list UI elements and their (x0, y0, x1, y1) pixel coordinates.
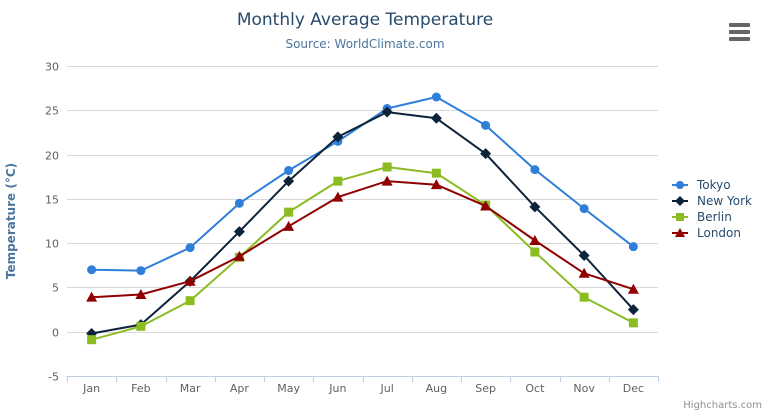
x-axis-label: Apr (230, 382, 250, 395)
data-point-marker[interactable] (87, 335, 97, 345)
data-point-marker[interactable] (333, 176, 343, 186)
y-axis-label: 20 (45, 150, 59, 163)
legend-item-tokyo[interactable]: Tokyo (672, 177, 752, 193)
series-london (86, 175, 639, 302)
data-point-marker[interactable] (530, 165, 540, 175)
y-axis-label: 5 (52, 282, 59, 295)
legend-marker-circle-icon (672, 181, 688, 189)
data-point-marker[interactable] (332, 131, 344, 143)
data-point-marker[interactable] (284, 207, 294, 217)
data-point-marker[interactable] (529, 201, 541, 213)
data-point-marker[interactable] (578, 267, 590, 278)
legend-marker-square-icon (672, 213, 688, 221)
data-point-marker[interactable] (430, 112, 442, 124)
x-axis-label: Sep (475, 382, 496, 395)
data-point-marker[interactable] (579, 292, 589, 302)
data-point-marker[interactable] (480, 200, 492, 211)
legend-label: London (697, 226, 741, 240)
y-axis-label: -5 (48, 371, 59, 384)
legend-item-berlin[interactable]: Berlin (672, 209, 752, 225)
x-axis-label: Jan (82, 382, 100, 395)
data-point-marker[interactable] (185, 296, 195, 306)
legend: Tokyo New York Berlin London (672, 177, 752, 241)
legend-label: Berlin (697, 210, 732, 224)
data-point-marker[interactable] (530, 247, 540, 257)
data-point-marker[interactable] (86, 291, 98, 302)
data-point-marker[interactable] (480, 148, 492, 160)
legend-label: New York (697, 194, 752, 208)
y-axis-label: 0 (52, 327, 59, 340)
data-point-marker[interactable] (184, 275, 196, 286)
x-axis-label: Mar (180, 382, 201, 395)
legend-item-london[interactable]: London (672, 225, 752, 241)
data-point-marker[interactable] (87, 265, 97, 275)
chart-title: Monthly Average Temperature (236, 10, 494, 30)
axis-labels: -5 0 5 10 15 20 25 30 Jan Feb Mar Apr May Jun Jul Aug Se… (45, 61, 644, 396)
x-axis-label: Aug (426, 382, 447, 395)
series-line-tokyo[interactable] (90, 96, 635, 272)
series-line-london[interactable] (90, 180, 635, 299)
data-point-marker[interactable] (283, 220, 295, 231)
legend-item-new-york[interactable]: New York (672, 193, 752, 209)
data-point-marker[interactable] (578, 250, 590, 262)
legend-label: Tokyo (697, 178, 731, 192)
data-point-marker[interactable] (382, 162, 392, 172)
data-point-marker[interactable] (430, 179, 442, 190)
data-point-marker[interactable] (185, 243, 195, 253)
series-line-berlin[interactable] (90, 166, 635, 341)
legend-marker-triangle-icon (672, 228, 688, 237)
data-point-marker[interactable] (136, 321, 146, 331)
data-point-marker[interactable] (676, 213, 684, 221)
series-line-new-york[interactable] (90, 111, 635, 335)
data-point-marker[interactable] (627, 304, 639, 316)
data-point-marker[interactable] (332, 191, 344, 202)
series-new-york (86, 106, 639, 339)
x-axis-label: Jul (379, 382, 393, 395)
data-point-marker[interactable] (431, 92, 441, 102)
data-point-marker[interactable] (628, 318, 638, 328)
x-axis-label: Jun (328, 382, 346, 395)
data-point-marker[interactable] (628, 242, 638, 252)
x-axis-label: Dec (623, 382, 644, 395)
data-point-marker[interactable] (283, 175, 295, 187)
legend-marker-diamond-icon (672, 196, 688, 206)
credits-link[interactable]: Highcharts.com (683, 400, 762, 411)
data-point-marker[interactable] (431, 168, 441, 178)
data-point-marker[interactable] (136, 266, 146, 276)
data-point-marker[interactable] (579, 204, 589, 214)
hamburger-icon (729, 23, 750, 41)
data-point-marker[interactable] (675, 196, 685, 206)
data-point-marker[interactable] (676, 181, 684, 189)
x-axis-label: Feb (131, 382, 150, 395)
y-axis-title: Temperature (°C) (4, 163, 18, 279)
y-axis-label: 10 (45, 238, 59, 251)
data-point-marker[interactable] (675, 228, 685, 237)
y-axis-label: 30 (45, 61, 59, 74)
data-point-marker[interactable] (529, 234, 541, 245)
data-point-marker[interactable] (233, 226, 245, 238)
data-point-marker[interactable] (381, 175, 393, 186)
gridlines (67, 66, 658, 377)
data-point-marker[interactable] (135, 289, 147, 300)
data-point-marker[interactable] (481, 120, 491, 130)
data-point-marker[interactable] (284, 166, 294, 176)
x-axis-label: Oct (525, 382, 545, 395)
y-axis-label: 15 (45, 194, 59, 207)
series-group (86, 92, 639, 345)
x-axis-label: Nov (573, 382, 595, 395)
chart-context-menu-button[interactable] (727, 21, 752, 43)
series-tokyo (87, 92, 638, 276)
chart-subtitle: Source: WorldClimate.com (285, 37, 445, 51)
data-point-marker[interactable] (381, 106, 393, 118)
axes (66, 376, 659, 382)
data-point-marker[interactable] (627, 283, 639, 294)
x-axis-label: May (277, 382, 300, 395)
data-point-marker[interactable] (233, 250, 245, 261)
data-point-marker[interactable] (234, 198, 244, 208)
y-axis-label: 25 (45, 105, 59, 118)
